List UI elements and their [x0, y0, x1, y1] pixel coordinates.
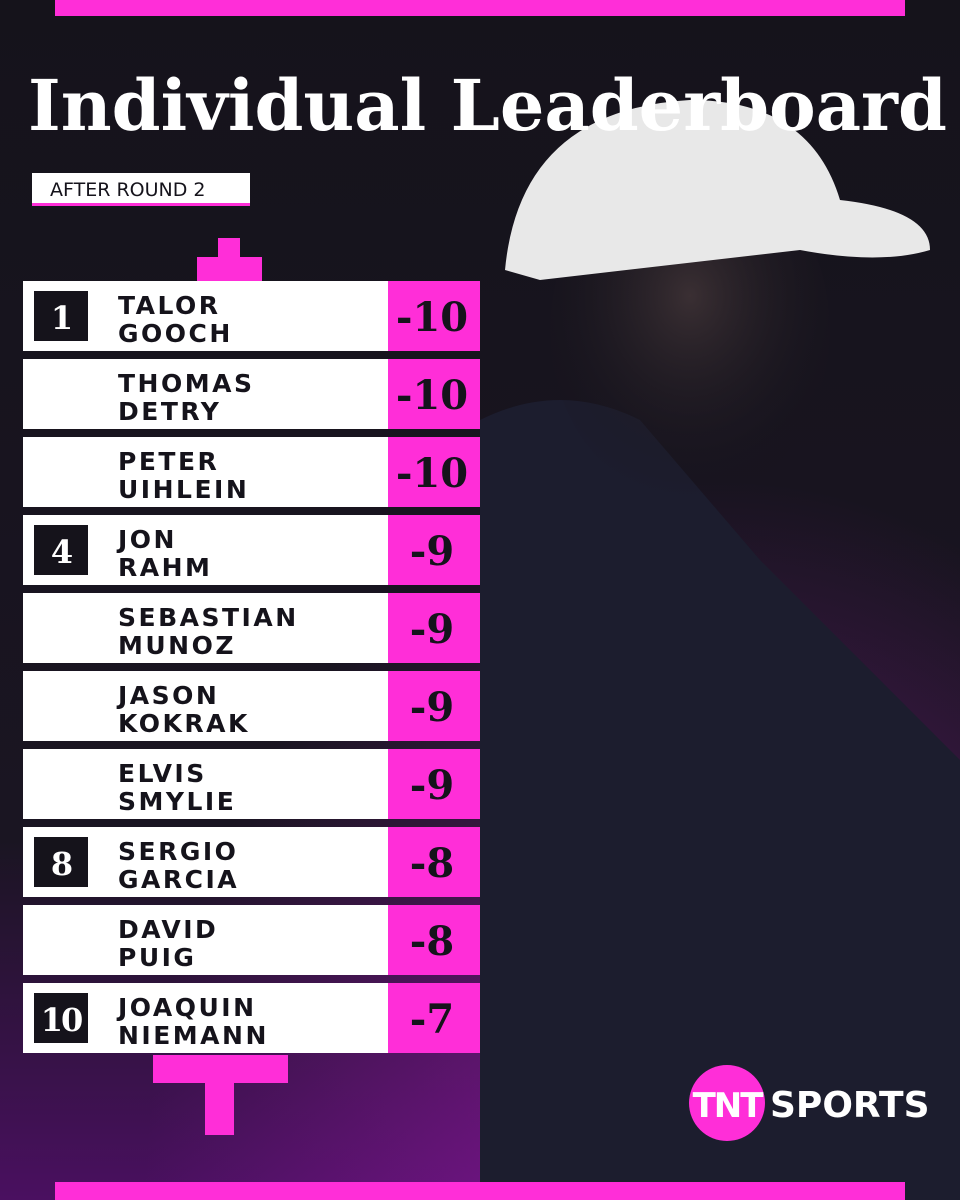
first-name: DAVID [118, 915, 218, 944]
score: -9 [410, 762, 454, 809]
row-background [23, 905, 388, 975]
first-name: ELVIS [118, 759, 207, 788]
connector [205, 1083, 234, 1135]
first-name: SEBASTIAN [118, 603, 299, 632]
position: 4 [51, 533, 72, 571]
last-name: RAHM [118, 553, 212, 582]
score-box [388, 671, 480, 741]
score-box [388, 359, 480, 429]
first-name: JASON [116, 681, 219, 710]
score-box [388, 437, 480, 507]
first-name: TALOR [118, 291, 221, 320]
brand-name: SPORTS [770, 1085, 930, 1126]
position: 10 [41, 1001, 82, 1039]
brand-badge-text: TNT [693, 1086, 765, 1126]
last-name: GOOCH [118, 319, 233, 348]
subtitle: AFTER ROUND 2 [50, 179, 205, 201]
bottom-bar [55, 1182, 905, 1200]
last-name: KOKRAK [118, 709, 250, 738]
row-background [23, 671, 388, 741]
subtitle-box [32, 173, 250, 203]
position-box [34, 291, 88, 341]
score: -10 [396, 294, 468, 341]
connector [153, 1055, 288, 1083]
position-box [34, 993, 88, 1043]
last-name: MUNOZ [118, 631, 236, 660]
score: -9 [410, 528, 454, 575]
score: -7 [410, 996, 454, 1043]
last-name: PUIG [118, 943, 196, 972]
row-background [23, 437, 388, 507]
score-box [388, 281, 480, 351]
connector [197, 257, 262, 281]
position: 8 [51, 845, 72, 883]
title: Individual Leaderboard [28, 64, 947, 147]
score: -8 [410, 840, 454, 887]
last-name: UIHLEIN [118, 475, 249, 504]
last-name: SMYLIE [118, 787, 236, 816]
row-background [23, 593, 388, 663]
first-name: SERGIO [118, 837, 238, 866]
first-name: PETER [118, 447, 219, 476]
brand-logo: TNT SPORTS [689, 1065, 930, 1141]
player-photo [480, 100, 960, 1200]
score-box [388, 593, 480, 663]
top-bar [55, 0, 905, 16]
score: -10 [396, 372, 468, 419]
score-box [388, 515, 480, 585]
row-background [23, 749, 388, 819]
position-box [34, 837, 88, 887]
score: -10 [396, 450, 468, 497]
position: 1 [51, 299, 71, 337]
score: -9 [410, 684, 454, 731]
score-box [388, 749, 480, 819]
last-name: NIEMANN [118, 1021, 269, 1050]
score-box [388, 827, 480, 897]
first-name: JON [116, 525, 177, 554]
first-name: THOMAS [118, 369, 254, 398]
first-name: JOAQUIN [116, 993, 257, 1022]
score: -8 [410, 918, 454, 965]
score-box [388, 983, 480, 1053]
last-name: GARCIA [118, 865, 239, 894]
last-name: DETRY [118, 397, 221, 426]
row-background [23, 359, 388, 429]
position-box [34, 525, 88, 575]
brand-badge [689, 1065, 765, 1141]
score: -9 [410, 606, 454, 653]
connector [218, 238, 240, 258]
subtitle-underline [32, 203, 250, 206]
score-box [388, 905, 480, 975]
